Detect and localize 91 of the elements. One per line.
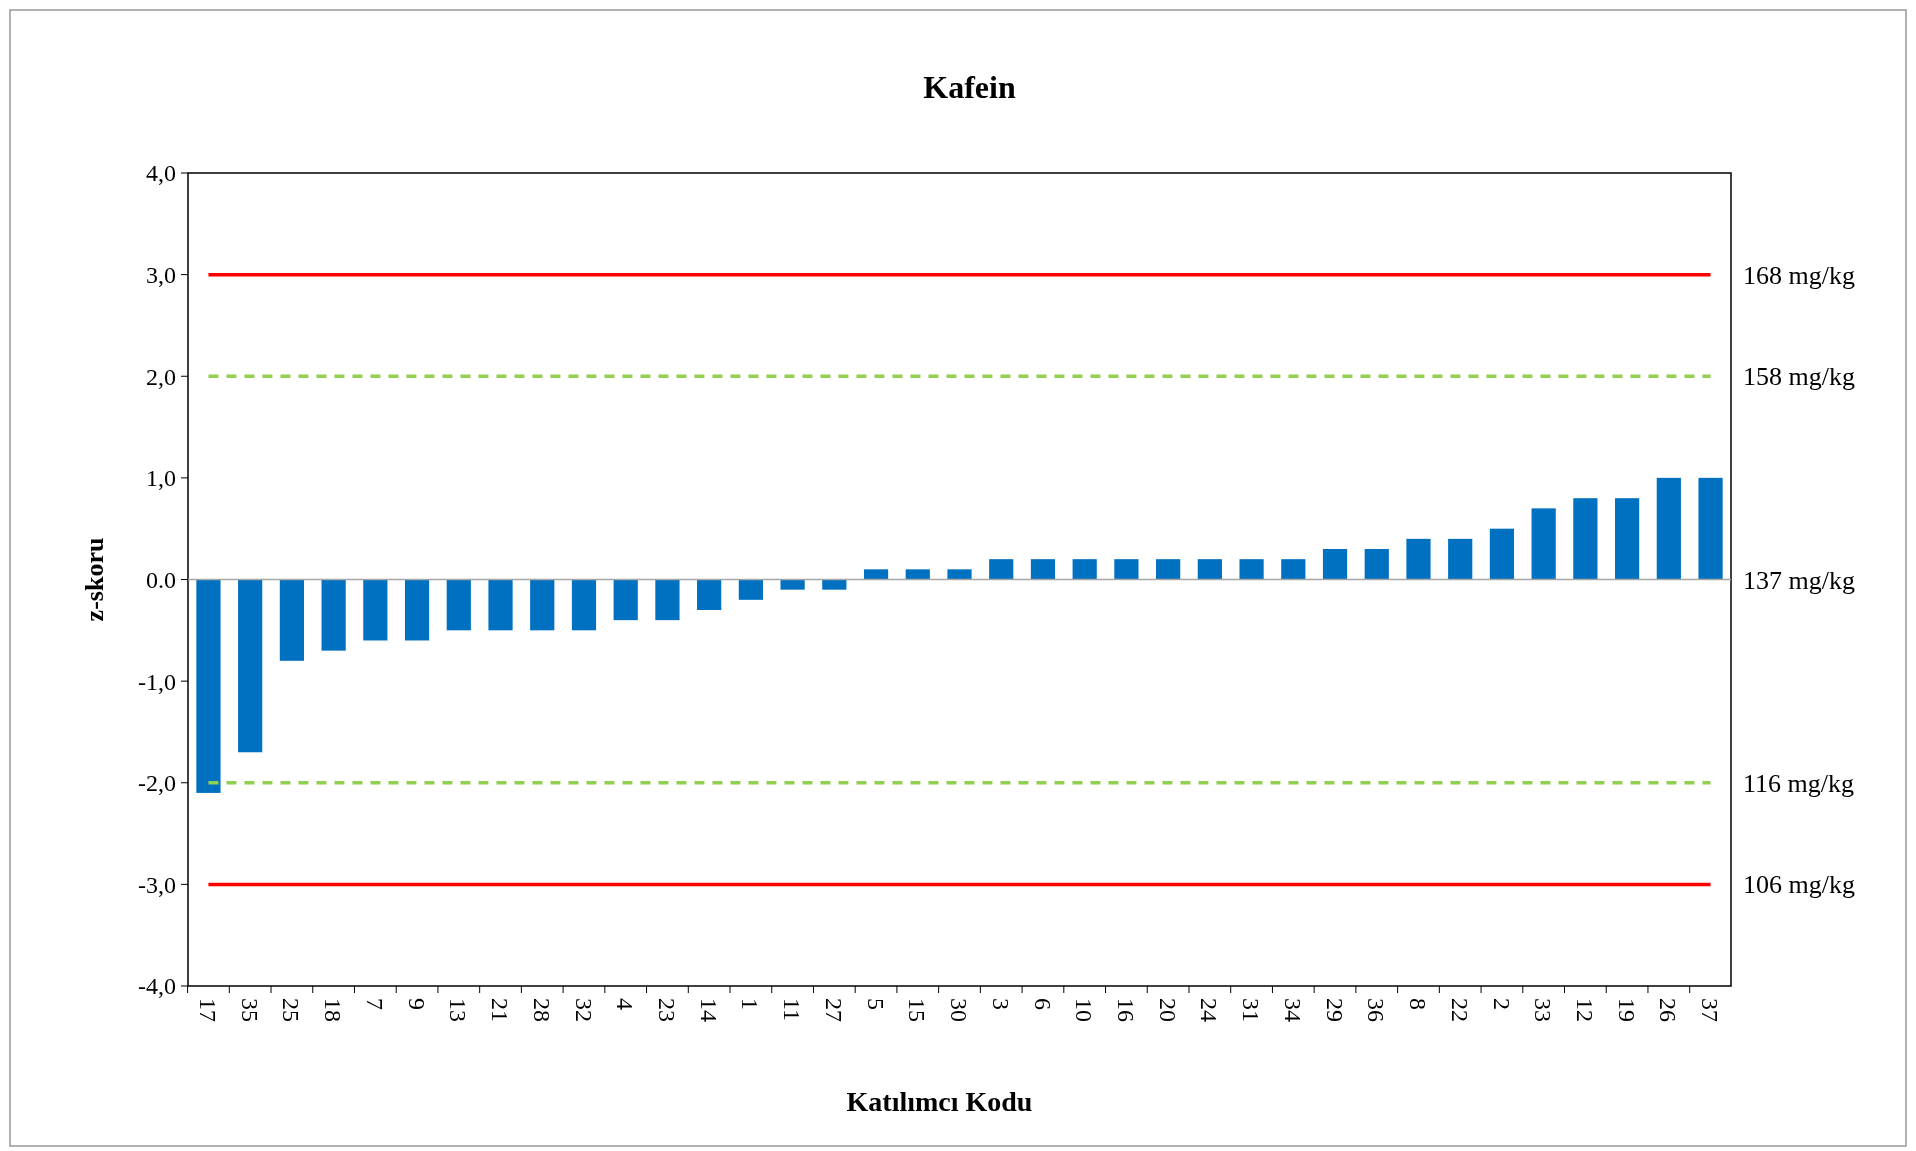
bar (363, 579, 388, 641)
y-tick-label: 2,0 (146, 363, 176, 390)
x-tick-label: 11 (779, 998, 806, 1022)
x-tick-label: 6 (1029, 998, 1056, 1010)
x-tick-label: 5 (862, 998, 889, 1010)
bar (1030, 559, 1056, 580)
x-tick-label: 15 (904, 998, 931, 1022)
x-tick-label: 1 (737, 998, 764, 1010)
bar (822, 579, 847, 590)
bar (1114, 559, 1139, 580)
x-tick-label: 10 (1071, 998, 1098, 1022)
x-tick-label: 4 (612, 998, 639, 1010)
bar (947, 569, 972, 580)
bar (1281, 559, 1306, 580)
ref-line-label: 168 mg/kg (1743, 260, 1855, 290)
y-tick-label: -3,0 (138, 871, 176, 898)
bar (279, 579, 304, 661)
bar (404, 579, 430, 641)
x-tick-label: 24 (1196, 998, 1223, 1022)
bar (1364, 549, 1389, 580)
bar (238, 579, 263, 753)
ref-line-label: 137 mg/kg (1743, 565, 1855, 595)
x-tick-label: 29 (1321, 998, 1348, 1022)
y-tick-label: 1,0 (146, 465, 176, 492)
x-tick-label: 30 (946, 998, 973, 1022)
y-tick-label: -1,0 (138, 668, 176, 695)
bar (446, 579, 471, 631)
y-tick-label: -2,0 (138, 770, 176, 797)
x-tick-label: 23 (654, 998, 681, 1022)
bar (905, 569, 930, 580)
x-tick-label: 8 (1405, 998, 1432, 1010)
x-tick-label: 9 (403, 998, 430, 1010)
bar (1072, 559, 1097, 580)
x-tick-label: 18 (320, 998, 347, 1022)
x-tick-label: 28 (528, 998, 555, 1022)
y-tick-label: -4,0 (138, 973, 176, 1000)
x-tick-label: 25 (278, 998, 305, 1022)
bar (196, 579, 221, 793)
bar (613, 579, 638, 621)
bar (321, 579, 346, 651)
bar (1698, 477, 1723, 580)
x-tick-label: 27 (820, 998, 847, 1022)
x-tick-label: 17 (195, 998, 222, 1022)
y-tick-label: 0.0 (146, 566, 176, 593)
bar (530, 579, 555, 631)
bar (488, 579, 513, 631)
bar (1573, 498, 1598, 580)
bar (1406, 538, 1431, 580)
ref-line-label: 106 mg/kg (1743, 870, 1855, 900)
x-tick-label: 13 (445, 998, 472, 1022)
bar (1156, 559, 1181, 580)
ref-line-label: 158 mg/kg (1743, 362, 1855, 392)
x-tick-label: 19 (1613, 998, 1640, 1022)
x-tick-label: 34 (1279, 998, 1306, 1022)
bar (697, 579, 722, 610)
x-tick-label: 3 (987, 998, 1014, 1010)
bar (1656, 477, 1681, 580)
y-tick-label: 4,0 (146, 160, 176, 187)
x-tick-label: 20 (1154, 998, 1181, 1022)
x-tick-label: 16 (1113, 998, 1139, 1022)
bar (738, 579, 763, 600)
bar (1448, 538, 1473, 580)
x-tick-label: 21 (487, 998, 514, 1022)
x-tick-label: 37 (1697, 998, 1724, 1022)
x-tick-label: 35 (236, 998, 263, 1022)
bar (1197, 559, 1222, 580)
x-tick-label: 33 (1530, 998, 1557, 1022)
bar (863, 569, 889, 580)
x-tick-label: 31 (1238, 998, 1265, 1022)
bar (1489, 528, 1515, 580)
bar (780, 579, 805, 590)
x-tick-label: 36 (1363, 998, 1390, 1022)
x-tick-label: 26 (1655, 998, 1682, 1022)
x-axis-title: Katılımcı Kodu (846, 1086, 1033, 1117)
bar (1531, 508, 1556, 580)
bar (1615, 498, 1640, 580)
x-tick-label: 12 (1571, 998, 1598, 1022)
ref-line-label: 116 mg/kg (1743, 768, 1854, 798)
bar (1322, 549, 1348, 580)
bar (1239, 559, 1264, 580)
x-tick-label: 2 (1488, 998, 1515, 1010)
x-tick-label: 22 (1446, 998, 1473, 1022)
x-tick-label: 32 (570, 998, 597, 1022)
x-tick-label: 7 (361, 998, 388, 1010)
y-axis-title: z-skoru (80, 537, 109, 622)
chart-title: Kafein (923, 69, 1016, 105)
y-tick-label: 3,0 (146, 262, 176, 289)
bar (571, 579, 597, 631)
x-tick-label: 14 (695, 998, 722, 1022)
bar (655, 579, 680, 621)
bar (989, 559, 1014, 580)
